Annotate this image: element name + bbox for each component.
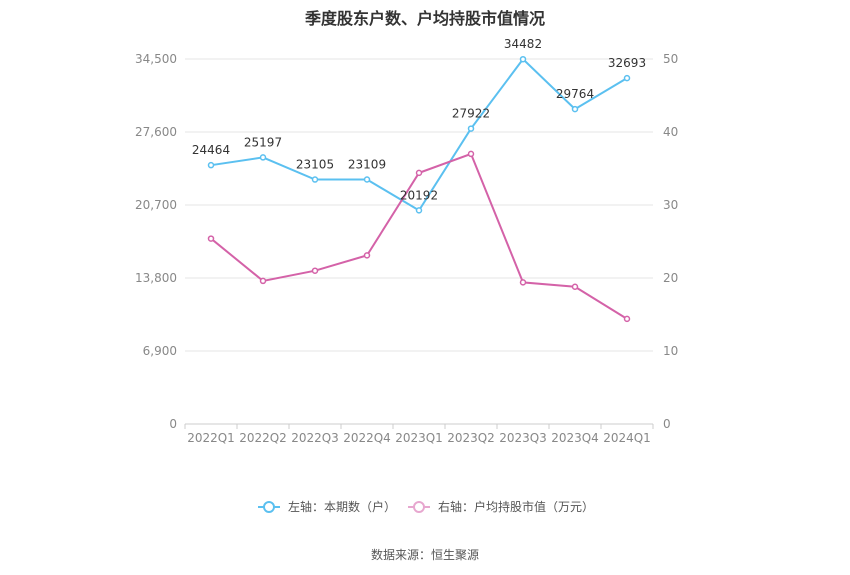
series-layer (207, 55, 631, 323)
series-2-point[interactable] (467, 150, 475, 158)
y-right-tick-label: 40 (663, 125, 678, 139)
data-label: 29764 (556, 87, 594, 101)
data-label: 23105 (296, 158, 334, 172)
series-2-point[interactable] (207, 235, 215, 242)
y-right-tick-label: 20 (663, 271, 678, 285)
legend-item-label[interactable]: 左轴：本期数（户） (288, 499, 396, 514)
x-tick-label: 2022Q1 (187, 431, 235, 445)
data-label: 24464 (192, 143, 230, 157)
data-labels: 24464 25197 23105 23109 20192 27922 34482 29764… (192, 37, 646, 202)
series-2-point[interactable] (311, 267, 319, 274)
y-left-tick-label: 27,600 (135, 125, 177, 139)
series-2-point[interactable] (519, 279, 527, 286)
data-label: 23109 (348, 158, 386, 172)
series-line-2 (210, 152, 628, 320)
x-tick-label: 2023Q2 (447, 431, 495, 445)
y-left-tick-label: 34,500 (135, 52, 177, 66)
series-1-point[interactable] (571, 105, 579, 113)
legend: 左轴：本期数（户） 右轴：户均持股市值（万元） (258, 499, 594, 514)
y-right-tick-label: 10 (663, 344, 678, 358)
series-1-point[interactable] (623, 74, 631, 82)
data-label: 32693 (608, 56, 646, 70)
chart-title: 季度股东户数、户均持股市值情况 (304, 9, 545, 28)
legend-item-label[interactable]: 右轴：户均持股市值（万元） (438, 499, 594, 514)
grid-lines (185, 58, 653, 425)
legend-swatch-marker (413, 501, 425, 513)
series-1-point[interactable] (519, 55, 527, 63)
y-left-tick-label: 6,900 (143, 344, 177, 358)
series-1-point[interactable] (207, 161, 215, 169)
x-tick-label: 2022Q4 (343, 431, 391, 445)
y-left-tick-label: 0 (169, 417, 177, 431)
data-label: 27922 (452, 107, 490, 121)
x-tick-label: 2023Q3 (499, 431, 547, 445)
series-2-point[interactable] (259, 277, 267, 285)
series-2-point[interactable] (571, 283, 579, 291)
x-tick-label: 2023Q4 (551, 431, 599, 445)
x-tick-label: 2022Q3 (291, 431, 339, 445)
legend-swatch-marker (263, 501, 275, 513)
series-2-point[interactable] (623, 315, 631, 323)
axes: 0 6,900 13,800 20,700 27,600 34,500 0 10 20 30 40 5… (135, 52, 678, 445)
series-1-point[interactable] (415, 207, 423, 214)
y-right-tick-label: 30 (663, 198, 678, 212)
x-tick-label: 2023Q1 (395, 431, 443, 445)
data-label: 34482 (504, 37, 542, 51)
y-right-tick-label: 0 (663, 417, 671, 431)
y-left-tick-label: 13,800 (135, 271, 177, 285)
data-label: 25197 (244, 135, 282, 149)
x-tick-label: 2022Q2 (239, 431, 287, 445)
y-right-tick-label: 50 (663, 52, 678, 66)
series-1-point[interactable] (363, 176, 371, 183)
series-2-point[interactable] (415, 169, 423, 177)
data-label: 20192 (400, 188, 438, 202)
y-left-tick-label: 20,700 (135, 198, 177, 212)
x-tick-label: 2024Q1 (603, 431, 651, 445)
series-1-point[interactable] (467, 125, 475, 132)
series-1-point[interactable] (259, 154, 267, 161)
series-2-point[interactable] (363, 252, 371, 259)
series-1-point[interactable] (311, 176, 319, 183)
data-source: 数据来源：恒生聚源 (370, 548, 479, 562)
